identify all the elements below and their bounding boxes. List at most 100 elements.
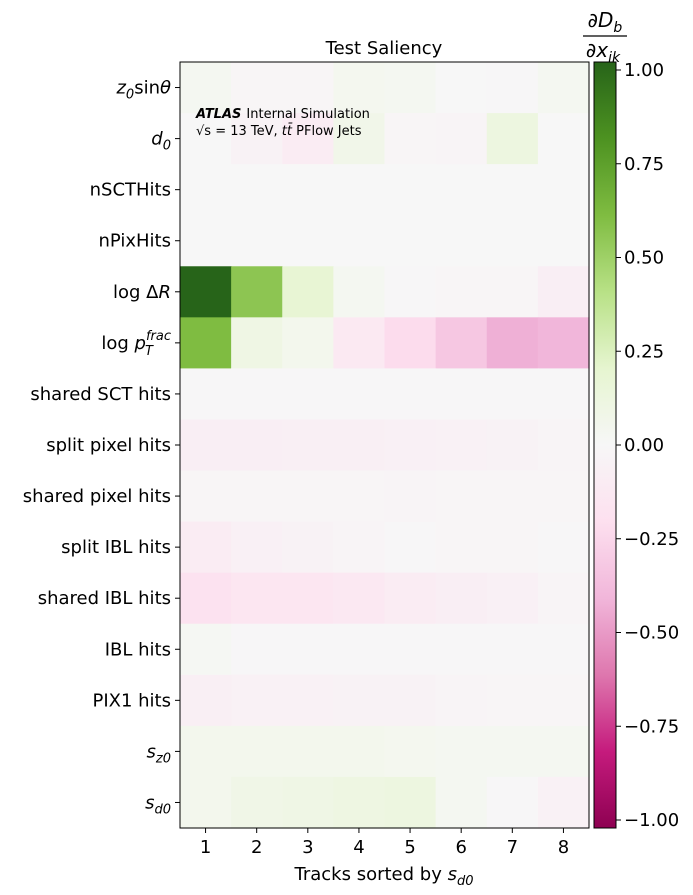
heatmap-cell xyxy=(486,215,539,267)
heatmap-cell xyxy=(384,623,437,676)
heatmap-cell xyxy=(231,266,283,318)
heatmap-cell xyxy=(384,317,437,369)
heatmap-cell xyxy=(537,776,590,829)
heatmap-cell xyxy=(384,419,437,472)
x-tick-label: 1 xyxy=(200,837,211,858)
colorbar-tick-label: 1.00 xyxy=(624,60,664,81)
y-tick-label: log pfrac T xyxy=(101,329,171,359)
heatmap-cell xyxy=(435,674,488,727)
heatmap-cell xyxy=(333,572,386,625)
y-tick-label: split IBL hits xyxy=(61,537,171,558)
heatmap-cell xyxy=(282,62,334,114)
heatmap-cell xyxy=(384,266,437,318)
heatmap-cell xyxy=(537,470,590,523)
heatmap-cell xyxy=(231,62,283,114)
heatmap-cell xyxy=(435,419,488,472)
heatmap-cell xyxy=(384,470,437,523)
heatmap-cell xyxy=(231,725,283,778)
heatmap-cell xyxy=(180,623,232,676)
heatmap-cell xyxy=(333,317,386,369)
y-tick-label: nSCTHits xyxy=(90,180,171,201)
colorbar-axis: 1.00 0.75 0.50 0.25 0.00 −0.25 −0.50 −0.75 −1.00 xyxy=(616,60,679,831)
heatmap-cell xyxy=(180,572,232,625)
heatmap-cell xyxy=(231,215,283,267)
atlas-annotation: ATLAS Internal Simulation √s = 13 TeV, tt… xyxy=(195,107,370,139)
heatmap-cell xyxy=(231,470,283,523)
heatmap-cell xyxy=(486,623,539,676)
chart-title: Test Saliency xyxy=(325,38,443,59)
heatmap-cell xyxy=(486,368,539,421)
heatmap-cell xyxy=(180,113,232,165)
heatmap-cell xyxy=(231,572,283,625)
colorbar-tick-label: 0.75 xyxy=(624,154,664,175)
heatmap-cell xyxy=(537,674,590,727)
atlas-energy-line: √s = 13 TeV, tt̄ PFlow Jets xyxy=(196,124,362,139)
x-tick-label: 4 xyxy=(353,837,364,858)
heatmap-cell xyxy=(537,113,590,165)
colorbar-tick-label: 0.50 xyxy=(624,248,664,269)
heatmap-cell xyxy=(180,368,232,421)
heatmap-cell xyxy=(282,776,334,829)
heatmap-cell xyxy=(333,62,386,114)
y-tick-label: PIX1 hits xyxy=(92,690,171,711)
heatmap-cell xyxy=(180,419,232,472)
heatmap-cells xyxy=(180,62,590,829)
x-tick-label: 7 xyxy=(507,837,518,858)
heatmap-cell xyxy=(537,521,590,574)
heatmap-cell xyxy=(537,215,590,267)
heatmap-cell xyxy=(384,572,437,625)
heatmap-cell xyxy=(384,215,437,267)
y-tick-label: z0sinθ xyxy=(115,78,171,103)
heatmap-cell xyxy=(282,266,334,318)
heatmap-cell xyxy=(231,164,283,216)
heatmap-cell xyxy=(435,266,488,318)
y-tick-label: nPixHits xyxy=(99,231,172,252)
heatmap-cell xyxy=(333,164,386,216)
heatmap-cell xyxy=(384,674,437,727)
heatmap-cell xyxy=(282,470,334,523)
heatmap-cell xyxy=(282,674,334,727)
heatmap-cell xyxy=(282,113,334,165)
heatmap-cell xyxy=(282,164,334,216)
colorbar-tick-label: 0.25 xyxy=(624,341,664,362)
y-tick-label: IBL hits xyxy=(105,639,171,660)
heatmap-cell xyxy=(486,776,539,829)
colorbar-tick-label: −0.25 xyxy=(624,529,679,550)
colorbar-tick-label: −0.75 xyxy=(624,716,679,737)
heatmap-cell xyxy=(486,62,539,114)
heatmap-cell xyxy=(435,623,488,676)
heatmap-cell xyxy=(282,572,334,625)
x-tick-label: 8 xyxy=(558,837,569,858)
y-tick-label: log ΔR xyxy=(113,282,171,303)
heatmap-cell xyxy=(180,521,232,574)
heatmap-cell xyxy=(180,674,232,727)
heatmap-cell xyxy=(282,317,334,369)
heatmap-cell xyxy=(537,368,590,421)
svg-text:∂xik: ∂xik xyxy=(586,38,621,66)
atlas-brand: ATLAS xyxy=(195,107,241,122)
heatmap-cell xyxy=(537,317,590,369)
heatmap-cell xyxy=(180,470,232,523)
heatmap-cell xyxy=(486,470,539,523)
y-axis: z0sinθ d0 nSCTHits nPixHits log ΔR log pfrac T… xyxy=(23,78,180,817)
y-tick-label: sz0 xyxy=(147,741,172,766)
heatmap-cell xyxy=(384,521,437,574)
y-tick-label: d0 xyxy=(151,129,171,154)
heatmap-cell xyxy=(282,215,334,267)
colorbar-tick-label: 0.00 xyxy=(624,435,664,456)
heatmap-cell xyxy=(333,215,386,267)
heatmap-cell xyxy=(333,674,386,727)
heatmap-cell xyxy=(435,725,488,778)
heatmap-cell xyxy=(435,521,488,574)
heatmap-cell xyxy=(282,521,334,574)
heatmap-cell xyxy=(231,419,283,472)
y-tick-label: sd0 xyxy=(145,792,171,817)
x-tick-label: 6 xyxy=(455,837,466,858)
heatmap-cell xyxy=(537,419,590,472)
y-tick-label: split pixel hits xyxy=(46,435,171,456)
heatmap-cell xyxy=(537,623,590,676)
heatmap-cell xyxy=(486,725,539,778)
heatmap-cell xyxy=(537,725,590,778)
